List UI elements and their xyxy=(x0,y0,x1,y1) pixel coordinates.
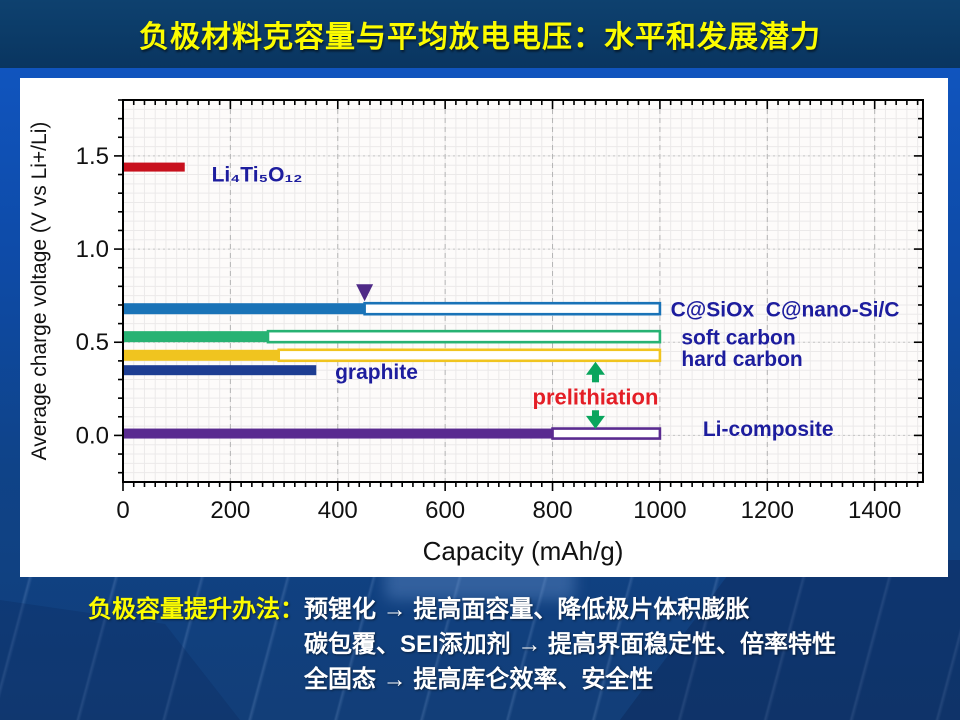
y-tick-label: 0.0 xyxy=(76,422,109,449)
capacity-voltage-bar-chart: prelithiation Li₄Ti₅O₁₂ C@SiOx C@nano-Si/C… xyxy=(28,99,924,566)
y-tick-label: 0.5 xyxy=(76,329,109,356)
bar-soft-carbon-achieved xyxy=(123,331,268,343)
bar-label-graphite: graphite xyxy=(335,361,418,384)
x-tick-label: 1200 xyxy=(741,497,794,524)
bar-hard-carbon-achieved xyxy=(123,349,279,361)
bar-label-c-siox: C@SiOx C@nano-Si/C xyxy=(671,299,900,322)
triangle-down-marker xyxy=(356,284,374,302)
y-tick-label: 1.5 xyxy=(76,143,109,170)
bar-label-li-composite: Li-composite xyxy=(703,418,834,441)
bar-label-li4ti5o12: Li₄Ti₅O₁₂ xyxy=(212,164,303,187)
note-prelithiation: prelithiation xyxy=(533,384,659,409)
x-tick-label: 200 xyxy=(210,497,250,524)
x-tick-label: 1000 xyxy=(633,497,686,524)
bar-hard-carbon-potential xyxy=(277,348,662,363)
x-tick-label: 0 xyxy=(116,497,129,524)
bar-li-composite-achieved xyxy=(123,428,553,439)
plot-background xyxy=(123,100,923,482)
summary-line-2: 碳包覆、SEI添加剂 → 提高界面稳定性、倍率特性 xyxy=(304,631,837,658)
slide-title: 负极材料克容量与平均放电电压：水平和发展潜力 xyxy=(139,21,821,54)
bar-label-hard-carbon: hard carbon xyxy=(681,348,802,371)
plot-border xyxy=(122,99,924,483)
bar-li-composite-potential xyxy=(551,427,662,440)
x-tick-label: 400 xyxy=(318,497,358,524)
y-axis-title: Average charge voltage (V vs Li+/Li) xyxy=(28,122,51,461)
summary-block: 负极容量提升办法： 预锂化 → 提高面容量、降低极片体积膨胀 碳包覆、SEI添加… xyxy=(88,592,918,697)
bar-label-soft-carbon: soft carbon xyxy=(681,327,795,350)
bar-c-siox-achieved xyxy=(123,303,365,315)
chart-panel: prelithiation Li₄Ti₅O₁₂ C@SiOx C@nano-Si/C… xyxy=(20,78,948,577)
arrow-down-shaft xyxy=(591,410,599,417)
bar-graphite-achieved xyxy=(123,365,317,376)
arrow-up-shaft xyxy=(591,373,599,383)
bar-c-siox-potential xyxy=(363,301,662,316)
summary-line-3: 全固态 → 提高库仑效率、安全性 xyxy=(304,666,654,693)
arrow-down-head xyxy=(585,415,605,429)
x-tick-label: 800 xyxy=(533,497,573,524)
x-tick-label: 1400 xyxy=(848,497,901,524)
summary-line-1: 预锂化 → 提高面容量、降低极片体积膨胀 xyxy=(304,596,750,623)
x-axis-title: Capacity (mAh/g) xyxy=(423,536,624,566)
x-tick-label: 600 xyxy=(425,497,465,524)
bar-li4ti5o12-achieved xyxy=(123,162,185,172)
y-tick-label: 1.0 xyxy=(76,236,109,263)
summary-lines: 预锂化 → 提高面容量、降低极片体积膨胀 碳包覆、SEI添加剂 → 提高界面稳定… xyxy=(304,592,836,697)
arrow-up-head xyxy=(585,361,605,375)
summary-lead: 负极容量提升办法： xyxy=(88,596,304,623)
bar-soft-carbon-potential xyxy=(266,329,662,344)
title-bar: 负极材料克容量与平均放电电压：水平和发展潜力 xyxy=(0,0,960,68)
